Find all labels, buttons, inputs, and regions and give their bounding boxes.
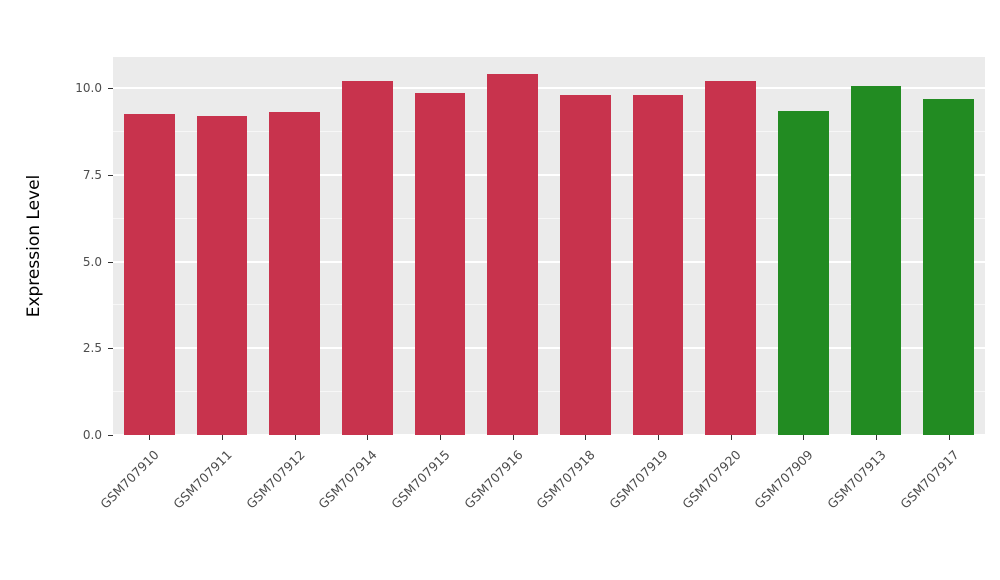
x-tick-mark	[512, 435, 514, 440]
major-gridline	[113, 434, 985, 436]
x-tick-label: GSM707911	[170, 447, 235, 512]
x-tick-mark	[149, 435, 151, 440]
major-gridline	[113, 87, 985, 90]
x-tick-label: GSM707914	[315, 447, 380, 512]
x-tick-mark	[367, 435, 369, 440]
major-gridline	[113, 173, 985, 176]
x-tick-mark	[658, 435, 659, 440]
bar-GSM707912	[269, 112, 321, 435]
minor-gridline	[113, 304, 985, 306]
bar-GSM707911	[196, 115, 248, 435]
x-tick-label: GSM707913	[824, 447, 889, 512]
x-tick-mark	[222, 435, 223, 440]
bar-GSM707919	[632, 95, 684, 435]
x-tick-label: GSM707910	[97, 447, 162, 512]
minor-gridline	[113, 217, 985, 219]
y-tick-mark	[108, 261, 113, 263]
bar-GSM707917	[923, 98, 975, 435]
bar-GSM707910	[123, 114, 175, 435]
y-tick-label: 0.0	[82, 428, 102, 442]
x-tick-mark	[730, 435, 732, 440]
x-tick-label: GSM707916	[460, 447, 526, 512]
y-tick-mark	[108, 348, 113, 350]
x-tick-label: GSM707915	[388, 447, 453, 512]
bar-GSM707916	[487, 74, 539, 435]
minor-gridline	[113, 391, 985, 393]
major-gridline	[113, 260, 985, 263]
y-tick-mark	[108, 435, 113, 436]
x-tick-mark	[803, 435, 805, 440]
x-tick-label: GSM707912	[242, 447, 308, 512]
bar-GSM707914	[341, 81, 393, 435]
bar-GSM707920	[705, 81, 757, 435]
y-axis-title: Expression Level	[24, 174, 44, 318]
x-tick-label: GSM707920	[678, 447, 744, 512]
bar-GSM707913	[850, 86, 902, 435]
plot-panel	[113, 57, 985, 436]
major-gridline	[113, 347, 985, 350]
y-tick-label: 10.0	[75, 81, 102, 96]
y-tick-label: 7.5	[82, 167, 102, 182]
x-tick-mark	[440, 435, 441, 440]
x-tick-label: GSM707919	[606, 447, 671, 512]
bar-GSM707918	[559, 95, 611, 435]
bar-GSM707909	[777, 110, 829, 435]
x-tick-mark	[948, 435, 950, 440]
minor-gridline	[113, 131, 985, 133]
x-tick-label: GSM707918	[533, 447, 598, 512]
x-tick-mark	[294, 435, 296, 440]
y-tick-mark	[108, 174, 113, 176]
bar-GSM707915	[414, 93, 466, 435]
y-tick-label: 5.0	[82, 254, 102, 269]
y-tick-mark	[108, 88, 113, 90]
x-tick-label: GSM707909	[751, 447, 816, 512]
x-tick-mark	[585, 435, 587, 440]
x-tick-label: GSM707917	[896, 447, 962, 512]
x-tick-mark	[876, 435, 877, 440]
y-tick-label: 2.5	[82, 341, 102, 356]
